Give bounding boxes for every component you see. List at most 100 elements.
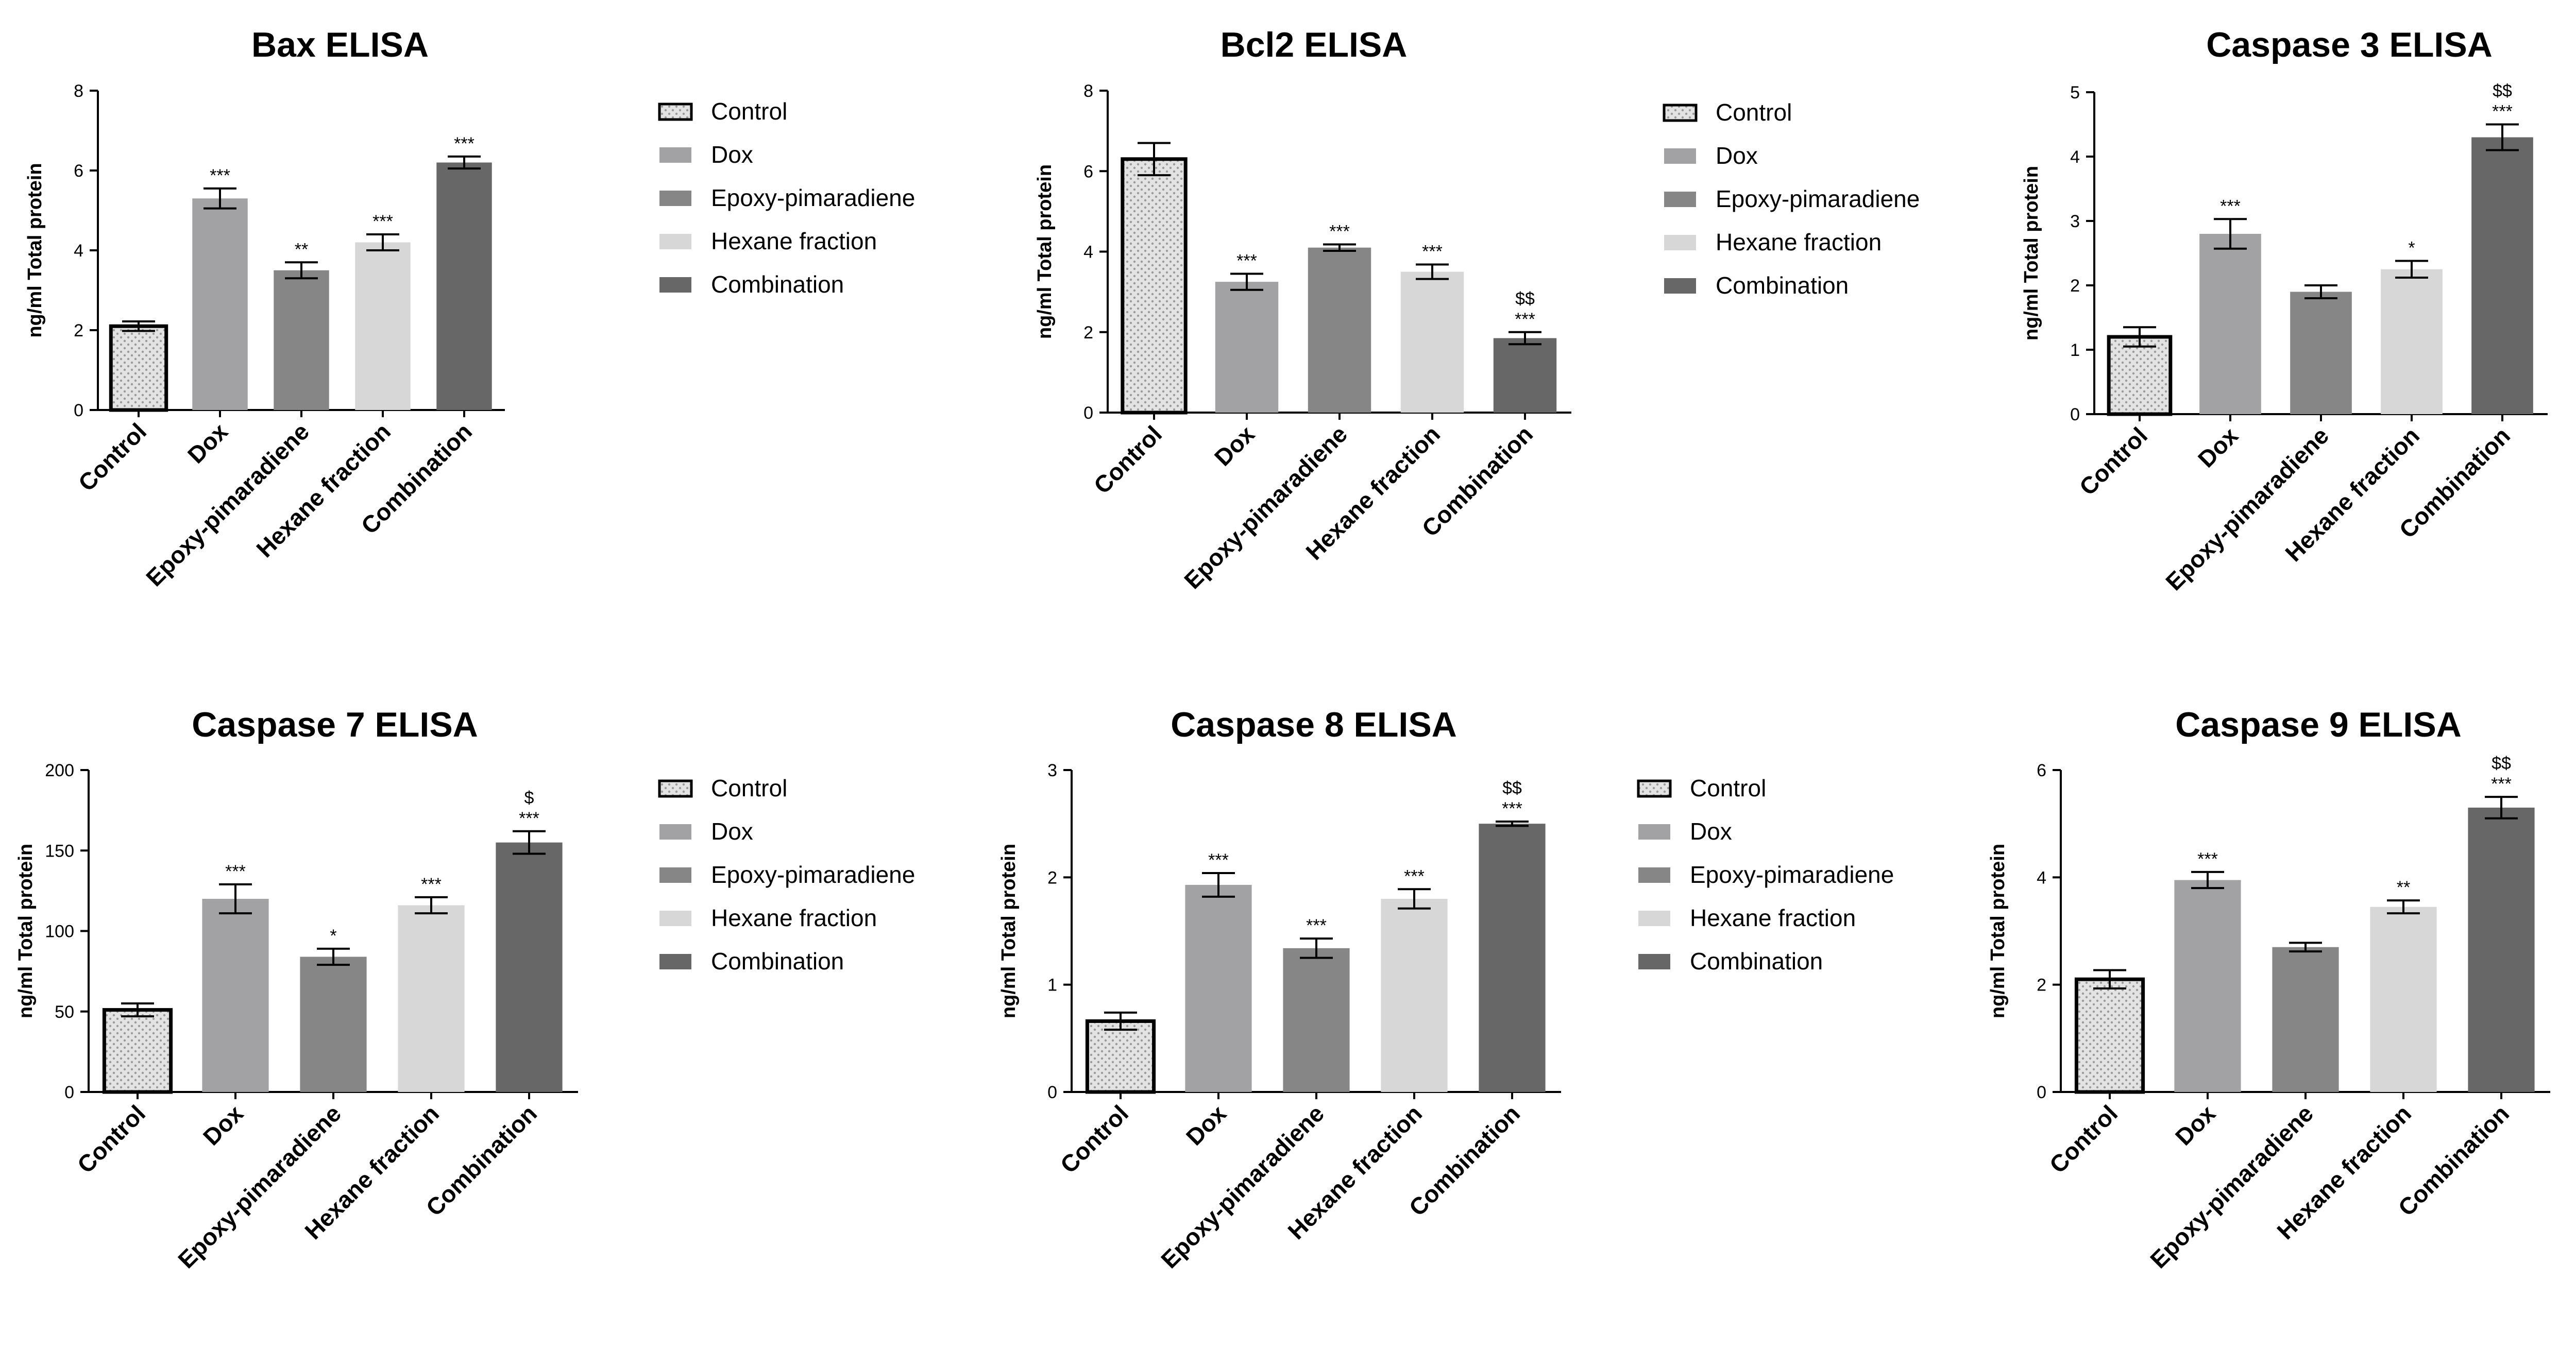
- y-tick-label: 2: [1047, 868, 1057, 887]
- legend-label: Combination: [1690, 948, 1823, 975]
- legend-label: Dox: [1716, 142, 1758, 169]
- significance-label: **: [2397, 878, 2410, 897]
- y-axis-label: ng/ml Total protein: [2021, 166, 2042, 340]
- bar: [2272, 947, 2339, 1092]
- x-tick-label: Dox: [1209, 420, 1260, 471]
- x-tick-label: Hexane fraction: [251, 418, 396, 562]
- y-tick-label: 6: [1083, 162, 1093, 181]
- chart-panel: Caspase 7 ELISA ng/ml Total protein 0 50 100…: [15, 705, 915, 1273]
- chart-title: Bax ELISA: [251, 25, 429, 64]
- bar: [1479, 824, 1546, 1092]
- significance-label: ***: [1306, 916, 1327, 935]
- chart-panel: Bax ELISA ng/ml Total protein 0 2 4 6 8 Control…: [24, 25, 915, 591]
- y-tick-label: 1: [1047, 976, 1057, 995]
- legend-label: Hexane fraction: [711, 228, 877, 254]
- legend-swatch: [1664, 192, 1696, 207]
- legend-swatch: [659, 824, 691, 840]
- significance-label: ***: [1422, 242, 1443, 262]
- legend-swatch: [1638, 954, 1670, 969]
- x-tick-label: Dox: [2193, 422, 2244, 473]
- legend-label: Control: [711, 98, 787, 125]
- bar: [300, 957, 367, 1092]
- legend-swatch: [1638, 867, 1670, 883]
- y-tick-label: 50: [55, 1002, 74, 1022]
- legend-label: Combination: [711, 271, 844, 298]
- bar: [2290, 292, 2352, 414]
- bar: [2174, 880, 2241, 1092]
- bar: [1185, 884, 1252, 1092]
- bar: [1085, 1019, 1156, 1094]
- bar: [1215, 282, 1279, 413]
- x-tick-label: Control: [2044, 1100, 2123, 1178]
- bar: [1400, 271, 1464, 413]
- x-tick-label: Epoxy-pimaradiene: [1179, 420, 1352, 594]
- x-tick-label: Dox: [198, 1100, 249, 1151]
- x-tick-label: Dox: [182, 418, 233, 469]
- y-axis-label: ng/ml Total protein: [24, 163, 46, 337]
- y-tick-label: 2: [1083, 323, 1093, 343]
- legend-label: Control: [711, 775, 787, 801]
- bar: [2381, 269, 2443, 414]
- legend-swatch: [659, 234, 691, 249]
- chart-panel: Caspase 8 ELISA ng/ml Total protein 0 1 2 3 Co…: [998, 705, 1894, 1273]
- legend-swatch: [1664, 235, 1696, 250]
- y-tick-label: 0: [74, 401, 83, 420]
- y-axis-label: ng/ml Total protein: [1987, 844, 2009, 1018]
- significance-label: ***: [210, 166, 230, 185]
- y-tick-label: 8: [74, 81, 83, 101]
- legend-label: Epoxy-pimaradiene: [1690, 861, 1894, 888]
- bar: [2370, 907, 2437, 1092]
- legend-label: Epoxy-pimaradiene: [711, 184, 915, 211]
- significance-label: ***: [1515, 310, 1535, 329]
- y-tick-label: 150: [45, 841, 74, 861]
- legend-label: Dox: [711, 141, 753, 168]
- y-tick-label: 0: [2070, 405, 2080, 424]
- legend-swatch: [659, 147, 691, 163]
- bar: [436, 162, 492, 410]
- significance-label: ***: [1329, 221, 1350, 241]
- legend-swatch: [659, 954, 691, 969]
- bar: [1308, 247, 1371, 413]
- significance-label: ***: [519, 809, 539, 828]
- legend-swatch: [1638, 911, 1670, 926]
- x-tick-label: Dox: [2170, 1100, 2221, 1151]
- y-tick-label: 6: [2037, 761, 2046, 780]
- x-tick-label: Epoxy-pimaradiene: [2145, 1100, 2318, 1273]
- y-axis-label: ng/ml Total protein: [998, 844, 1020, 1018]
- chart-panel: Caspase 3 ELISA ng/ml Total protein 0 1 2 3 4 5…: [2021, 25, 2548, 595]
- significance-label: ***: [1502, 799, 1522, 818]
- y-tick-label: 4: [2037, 868, 2046, 887]
- y-tick-label: 4: [2070, 147, 2080, 167]
- y-axis-label: ng/ml Total protein: [15, 844, 37, 1018]
- bar: [2468, 807, 2535, 1092]
- legend-label: Epoxy-pimaradiene: [711, 861, 915, 888]
- y-tick-label: 3: [1047, 761, 1057, 780]
- legend-swatch: [659, 911, 691, 926]
- bar: [109, 324, 168, 412]
- significance-label: ***: [1208, 850, 1229, 870]
- x-tick-label: Dox: [1181, 1100, 1232, 1151]
- legend-label: Control: [1690, 775, 1766, 801]
- significance-label: *: [2408, 238, 2415, 258]
- bar: [102, 1008, 173, 1094]
- y-tick-label: 6: [74, 161, 83, 181]
- bar: [1121, 157, 1188, 415]
- chart-panel: Caspase 9 ELISA ng/ml Total protein 0 2 4 6 Co…: [1987, 705, 2550, 1273]
- chart-title: Bcl2 ELISA: [1221, 25, 1408, 64]
- significance-label: $$: [2493, 81, 2512, 101]
- bar: [1493, 338, 1557, 413]
- x-tick-label: Control: [72, 1100, 150, 1178]
- y-tick-label: 4: [1083, 243, 1093, 262]
- x-tick-label: Control: [73, 418, 151, 496]
- significance-label: ***: [1404, 866, 1425, 886]
- x-tick-label: Control: [2074, 422, 2153, 500]
- y-tick-label: 2: [2070, 276, 2080, 296]
- bar: [2199, 234, 2261, 414]
- bar: [2107, 335, 2173, 416]
- significance-label: ***: [225, 862, 246, 881]
- legend-swatch: [1664, 148, 1696, 164]
- chart-title: Caspase 8 ELISA: [1171, 705, 1457, 744]
- significance-label: $$: [2492, 754, 2511, 773]
- significance-label: *: [330, 926, 336, 946]
- legend-swatch: [658, 779, 693, 798]
